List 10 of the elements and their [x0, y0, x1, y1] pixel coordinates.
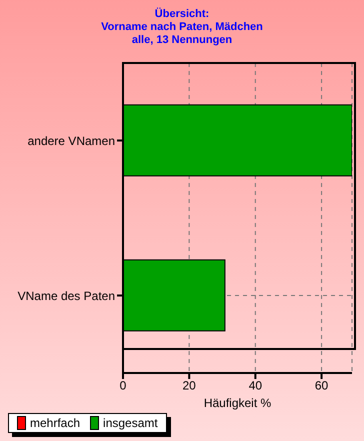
x-tick-label: 60: [314, 378, 329, 393]
y-tick-label: VName des Paten: [18, 288, 115, 303]
x-axis-title: Häufigkeit %: [204, 396, 272, 410]
y-tick-label: andere VNamen: [28, 134, 115, 148]
x-tick-label: 40: [248, 378, 262, 393]
legend-label: insgesamt: [103, 416, 158, 430]
chart-subtitle: alle, 13 Nennungen: [130, 34, 234, 47]
x-tick-label: 20: [182, 378, 196, 393]
x-tick-label: 0: [120, 378, 127, 393]
legend-label: mehrfach: [30, 416, 80, 430]
